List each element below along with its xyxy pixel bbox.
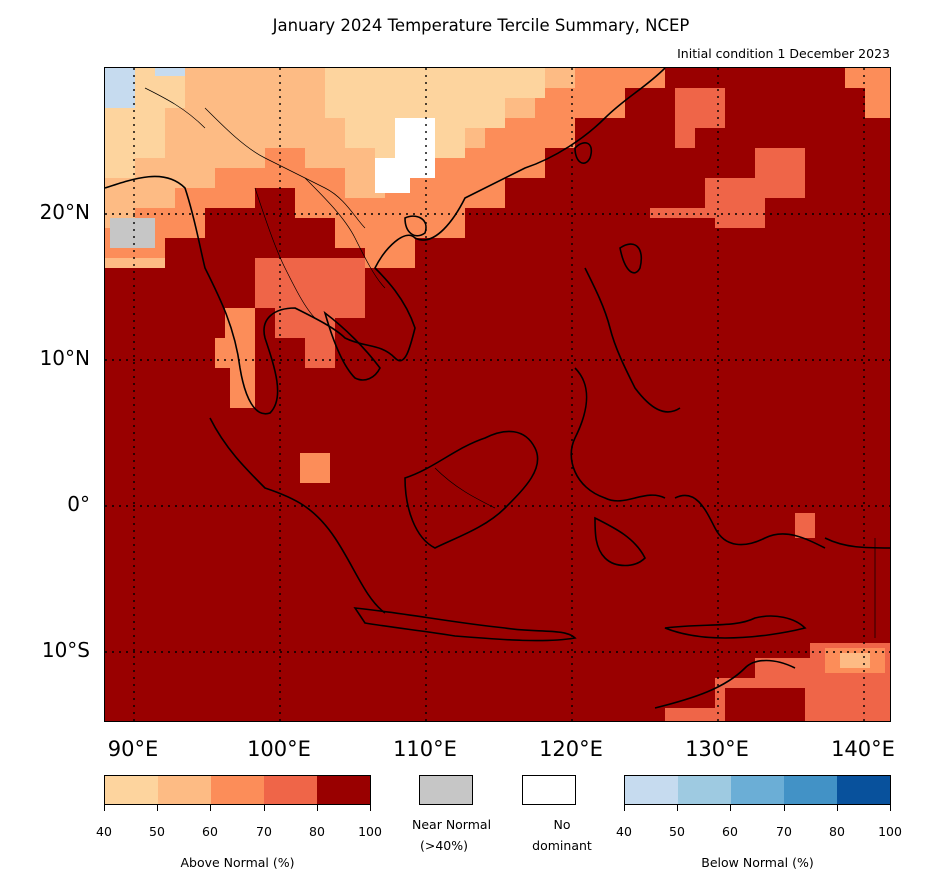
- lat-label-0: 0°: [67, 492, 90, 516]
- below-tick: 70: [776, 824, 792, 839]
- below-normal-bin: [837, 776, 890, 804]
- lon-label-130e: 130°E: [685, 737, 749, 761]
- above-tick: 80: [309, 824, 325, 839]
- map-panel: [104, 67, 891, 722]
- below-normal-label: Below Normal (%): [701, 855, 814, 870]
- lon-label-140e: 140°E: [831, 737, 895, 761]
- above-normal-bin: [105, 776, 158, 804]
- above-normal-bin: [158, 776, 211, 804]
- near-normal-sublabel: (>40%): [420, 838, 469, 853]
- below-normal-bin: [784, 776, 837, 804]
- lat-label-20n: 20°N: [39, 200, 90, 224]
- above-normal-colorbar: [104, 775, 371, 805]
- lon-label-110e: 110°E: [393, 737, 457, 761]
- above-tick: 100: [358, 824, 382, 839]
- country-borders: [144, 87, 876, 638]
- below-normal-colorbar: [624, 775, 891, 805]
- above-normal-label: Above Normal (%): [180, 855, 295, 870]
- below-tick: 80: [829, 824, 845, 839]
- above-tick: 60: [202, 824, 218, 839]
- lat-label-10s: 10°S: [41, 638, 90, 662]
- lon-label-90e: 90°E: [107, 737, 159, 761]
- above-normal-bin: [317, 776, 370, 804]
- below-normal-bin: [625, 776, 678, 804]
- lon-label-100e: 100°E: [247, 737, 311, 761]
- map-subtitle: Initial condition 1 December 2023: [677, 46, 890, 61]
- above-normal-bin: [264, 776, 317, 804]
- map-title: January 2024 Temperature Tercile Summary…: [272, 16, 690, 35]
- forecast-map-graphic: [105, 68, 890, 721]
- above-tick: 70: [256, 824, 272, 839]
- no-dominant-label: No: [553, 817, 571, 832]
- below-tick: 50: [669, 824, 685, 839]
- above-normal-bin: [211, 776, 264, 804]
- no-dominant-sublabel: dominant: [532, 838, 592, 853]
- no-dominant-swatch: [522, 775, 576, 805]
- above-tick: 40: [96, 824, 112, 839]
- near-normal-swatch: [419, 775, 473, 805]
- near-normal-label: Near Normal: [412, 817, 492, 832]
- graticule: [105, 68, 890, 721]
- below-normal-bin: [731, 776, 784, 804]
- above-normal-shading: [105, 68, 890, 721]
- below-tick: 40: [616, 824, 632, 839]
- lon-label-120e: 120°E: [539, 737, 603, 761]
- below-tick: 60: [722, 824, 738, 839]
- coastlines: [105, 68, 890, 709]
- lat-label-10n: 10°N: [39, 346, 90, 370]
- above-tick: 50: [149, 824, 165, 839]
- below-tick: 100: [878, 824, 902, 839]
- below-normal-bin: [678, 776, 731, 804]
